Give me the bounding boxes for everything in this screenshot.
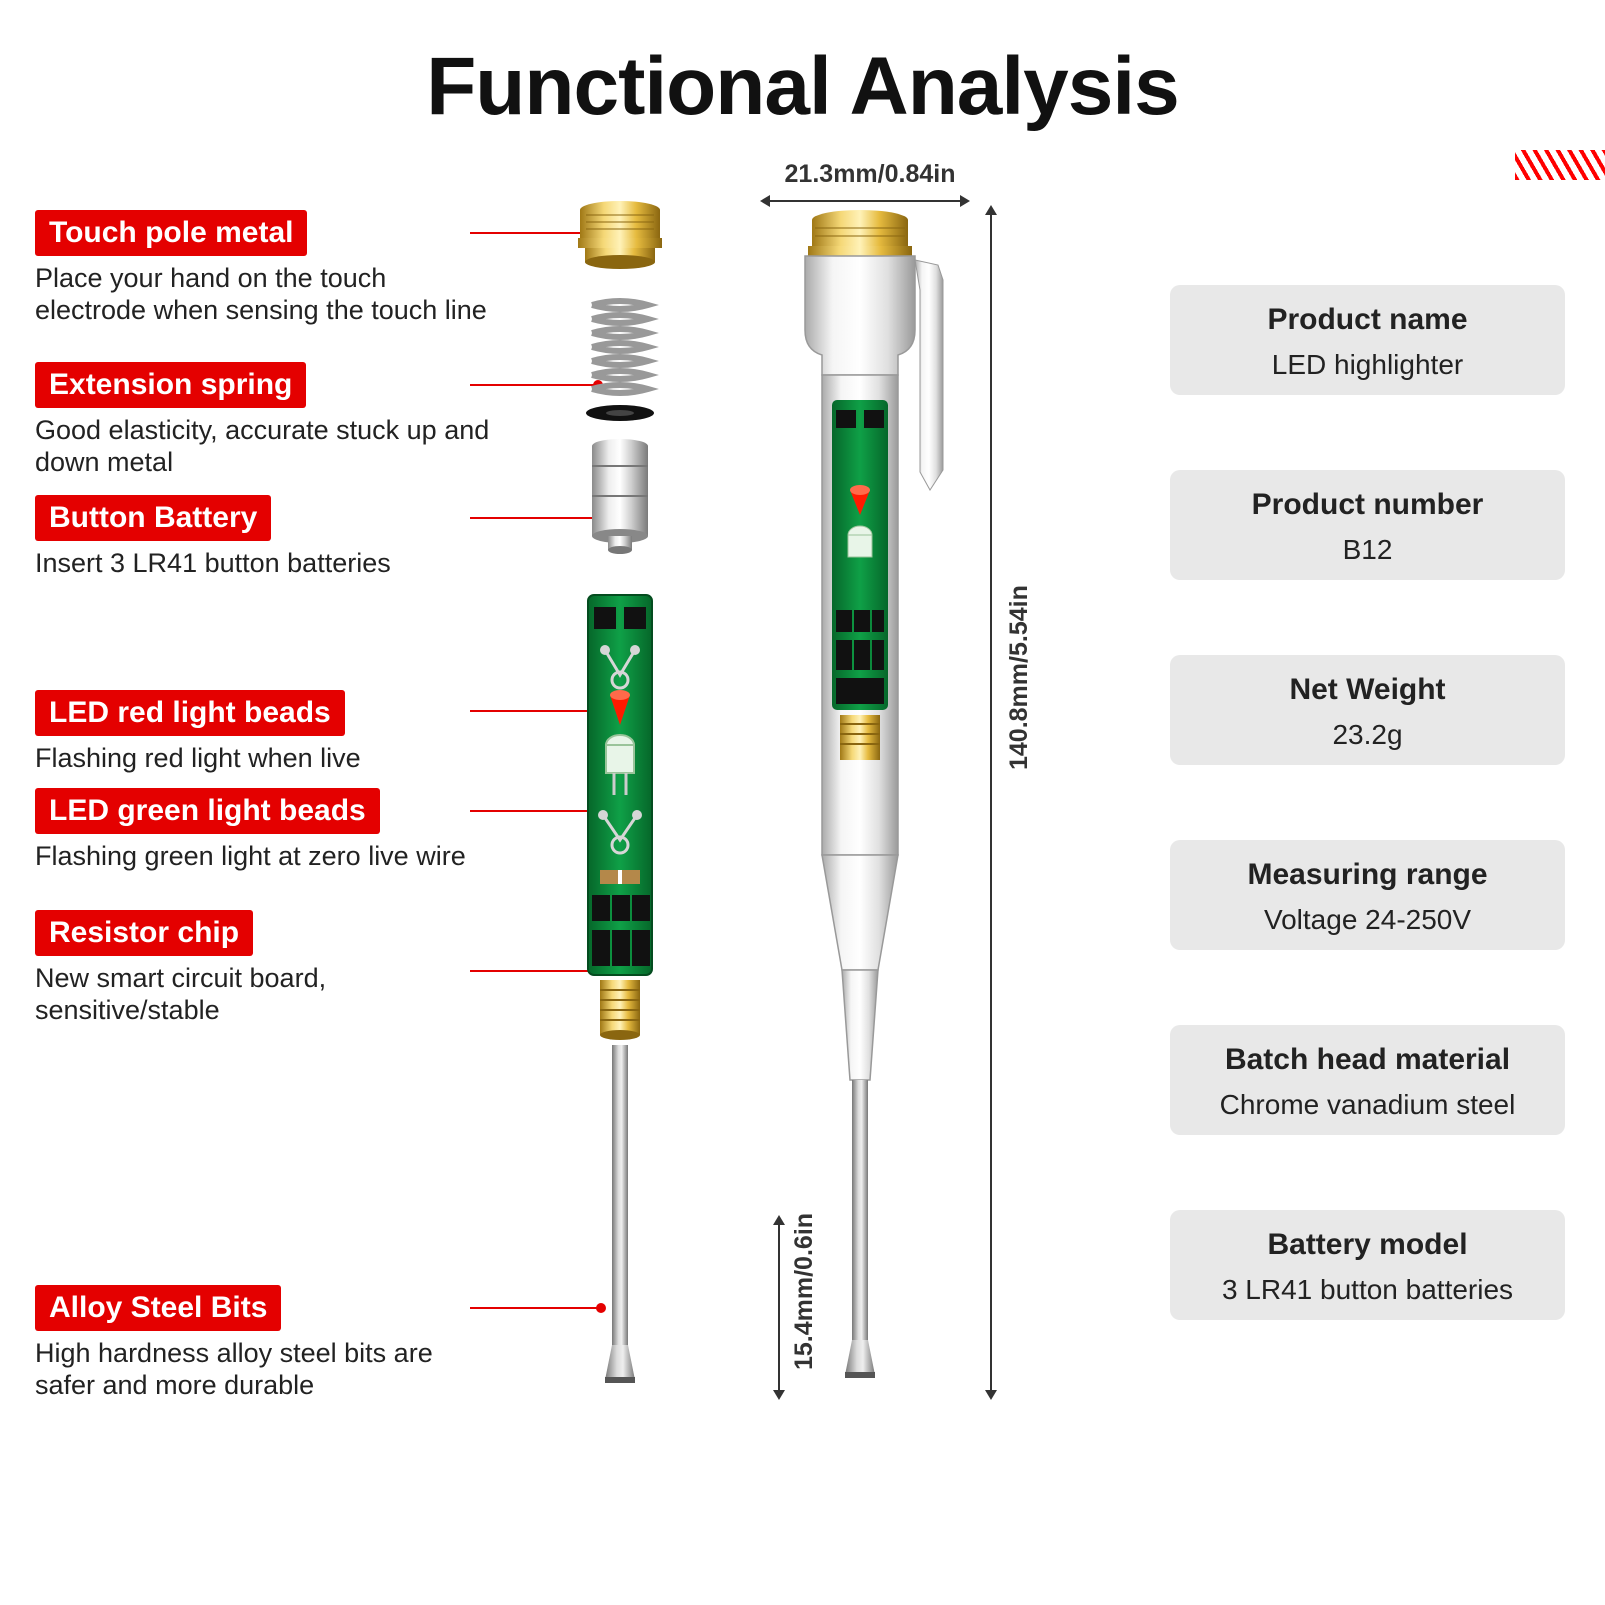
spec-key: Batch head material: [1180, 1043, 1555, 1077]
spec-key: Net Weight: [1180, 673, 1555, 707]
label-desc: Place your hand on the touch electrode w…: [35, 262, 495, 327]
label-group-5: Resistor chip New smart circuit board, se…: [35, 910, 495, 1027]
spec-value: Voltage 24-250V: [1180, 904, 1555, 936]
spec-key: Product name: [1180, 303, 1555, 337]
spec-box-1: Product number B12: [1170, 470, 1565, 580]
label-title: Alloy Steel Bits: [35, 1285, 281, 1331]
spec-value: 23.2g: [1180, 719, 1555, 751]
label-desc: Insert 3 LR41 button batteries: [35, 547, 495, 579]
label-title: Resistor chip: [35, 910, 253, 956]
spec-box-0: Product name LED highlighter: [1170, 285, 1565, 395]
label-title: LED green light beads: [35, 788, 380, 834]
spec-key: Battery model: [1180, 1228, 1555, 1262]
label-title: Touch pole metal: [35, 210, 307, 256]
dim-height-arrow: [990, 215, 992, 1390]
spec-key: Measuring range: [1180, 858, 1555, 892]
circuit-board: [588, 595, 652, 975]
label-title: Button Battery: [35, 495, 271, 541]
spec-box-2: Net Weight 23.2g: [1170, 655, 1565, 765]
dim-height: 140.8mm/5.54in: [1005, 470, 1034, 770]
label-desc: Flashing green light at zero live wire: [35, 840, 495, 872]
label-group-6: Alloy Steel Bits High hardness alloy stee…: [35, 1285, 495, 1402]
spec-value: 3 LR41 button batteries: [1180, 1274, 1555, 1306]
label-group-4: LED green light beads Flashing green ligh…: [35, 788, 495, 872]
alloy-steel-bit: [605, 1045, 635, 1383]
spec-box-4: Batch head material Chrome vanadium steel: [1170, 1025, 1565, 1135]
label-group-0: Touch pole metal Place your hand on the t…: [35, 210, 495, 327]
label-group-2: Button Battery Insert 3 LR41 button batte…: [35, 495, 495, 579]
label-desc: Good elasticity, accurate stuck up and d…: [35, 414, 495, 479]
spec-key: Product number: [1180, 488, 1555, 522]
label-group-3: LED red light beads Flashing red light wh…: [35, 690, 495, 774]
dim-width: 21.3mm/0.84in: [750, 160, 990, 189]
hatch-decoration: [1515, 150, 1605, 180]
label-title: Extension spring: [35, 362, 306, 408]
spec-box-3: Measuring range Voltage 24-250V: [1170, 840, 1565, 950]
spec-box-5: Battery model 3 LR41 button batteries: [1170, 1210, 1565, 1320]
resistor-chip: [592, 895, 650, 921]
spec-value: Chrome vanadium steel: [1180, 1089, 1555, 1121]
spec-value: B12: [1180, 534, 1555, 566]
touch-pole-metal: [578, 201, 662, 269]
label-desc: High hardness alloy steel bits are safer…: [35, 1337, 495, 1402]
label-title: LED red light beads: [35, 690, 345, 736]
spec-value: LED highlighter: [1180, 349, 1555, 381]
label-desc: Flashing red light when live: [35, 742, 495, 774]
assembled-device: [760, 210, 970, 1410]
exploded-device: [540, 200, 700, 1400]
label-group-1: Extension spring Good elasticity, accurat…: [35, 362, 495, 479]
label-desc: New smart circuit board, sensitive/stabl…: [35, 962, 495, 1027]
dim-width-arrow: [770, 200, 960, 202]
extension-spring: [592, 301, 648, 393]
page-title: Functional Analysis: [0, 40, 1605, 134]
button-battery: [592, 439, 648, 554]
